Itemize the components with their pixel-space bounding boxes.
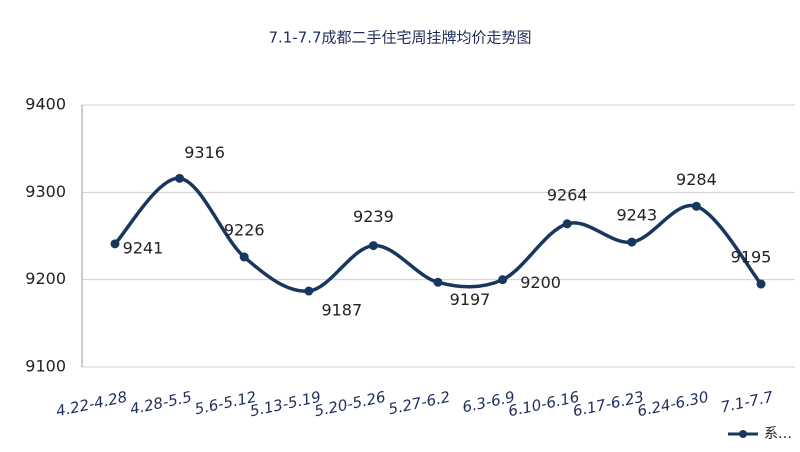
x-tick-label: 5.20-5.26 [313, 388, 387, 421]
x-tick-label: 4.28-5.5 [128, 388, 193, 419]
data-label: 9241 [123, 238, 164, 257]
x-tick-label: 7.1-7.7 [719, 388, 775, 417]
legend-marker [739, 430, 747, 438]
marker [304, 286, 314, 296]
marker [175, 173, 185, 183]
legend-label: 系… [764, 426, 792, 442]
marker [239, 252, 249, 262]
data-label: 9284 [676, 170, 717, 189]
marker [691, 201, 701, 211]
marker [433, 277, 443, 287]
marker [368, 241, 378, 251]
y-tick-label: 9400 [25, 95, 66, 114]
chart-title: 7.1-7.7成都二手住宅周挂牌均价走势图 [268, 29, 531, 47]
x-tick-label: 5.13-5.19 [248, 388, 322, 421]
marker [498, 275, 508, 285]
y-tick-label: 9100 [25, 357, 66, 376]
line [113, 176, 763, 293]
x-tick-label: 6.24-6.30 [636, 388, 710, 421]
marker [627, 237, 637, 247]
y-tick-label: 9200 [25, 269, 66, 288]
data-label: 9200 [520, 273, 561, 292]
data-label: 9226 [224, 220, 265, 239]
x-tick-label: 6.10-6.16 [507, 388, 581, 421]
data-label: 9197 [450, 290, 491, 309]
data-label: 9195 [731, 248, 772, 267]
data-label: 9243 [616, 206, 657, 225]
marker [562, 219, 572, 229]
marker [110, 239, 120, 249]
data-label: 9187 [321, 301, 362, 320]
marker [756, 279, 766, 289]
data-label: 9264 [547, 185, 588, 204]
y-tick-label: 9300 [25, 182, 66, 201]
data-label: 9239 [353, 207, 394, 226]
data-label: 9316 [184, 143, 225, 162]
x-tick-label: 6.17-6.23 [571, 388, 645, 421]
x-tick-label: 5.27-6.2 [387, 388, 452, 419]
x-tick-label: 4.22-4.28 [54, 388, 128, 421]
